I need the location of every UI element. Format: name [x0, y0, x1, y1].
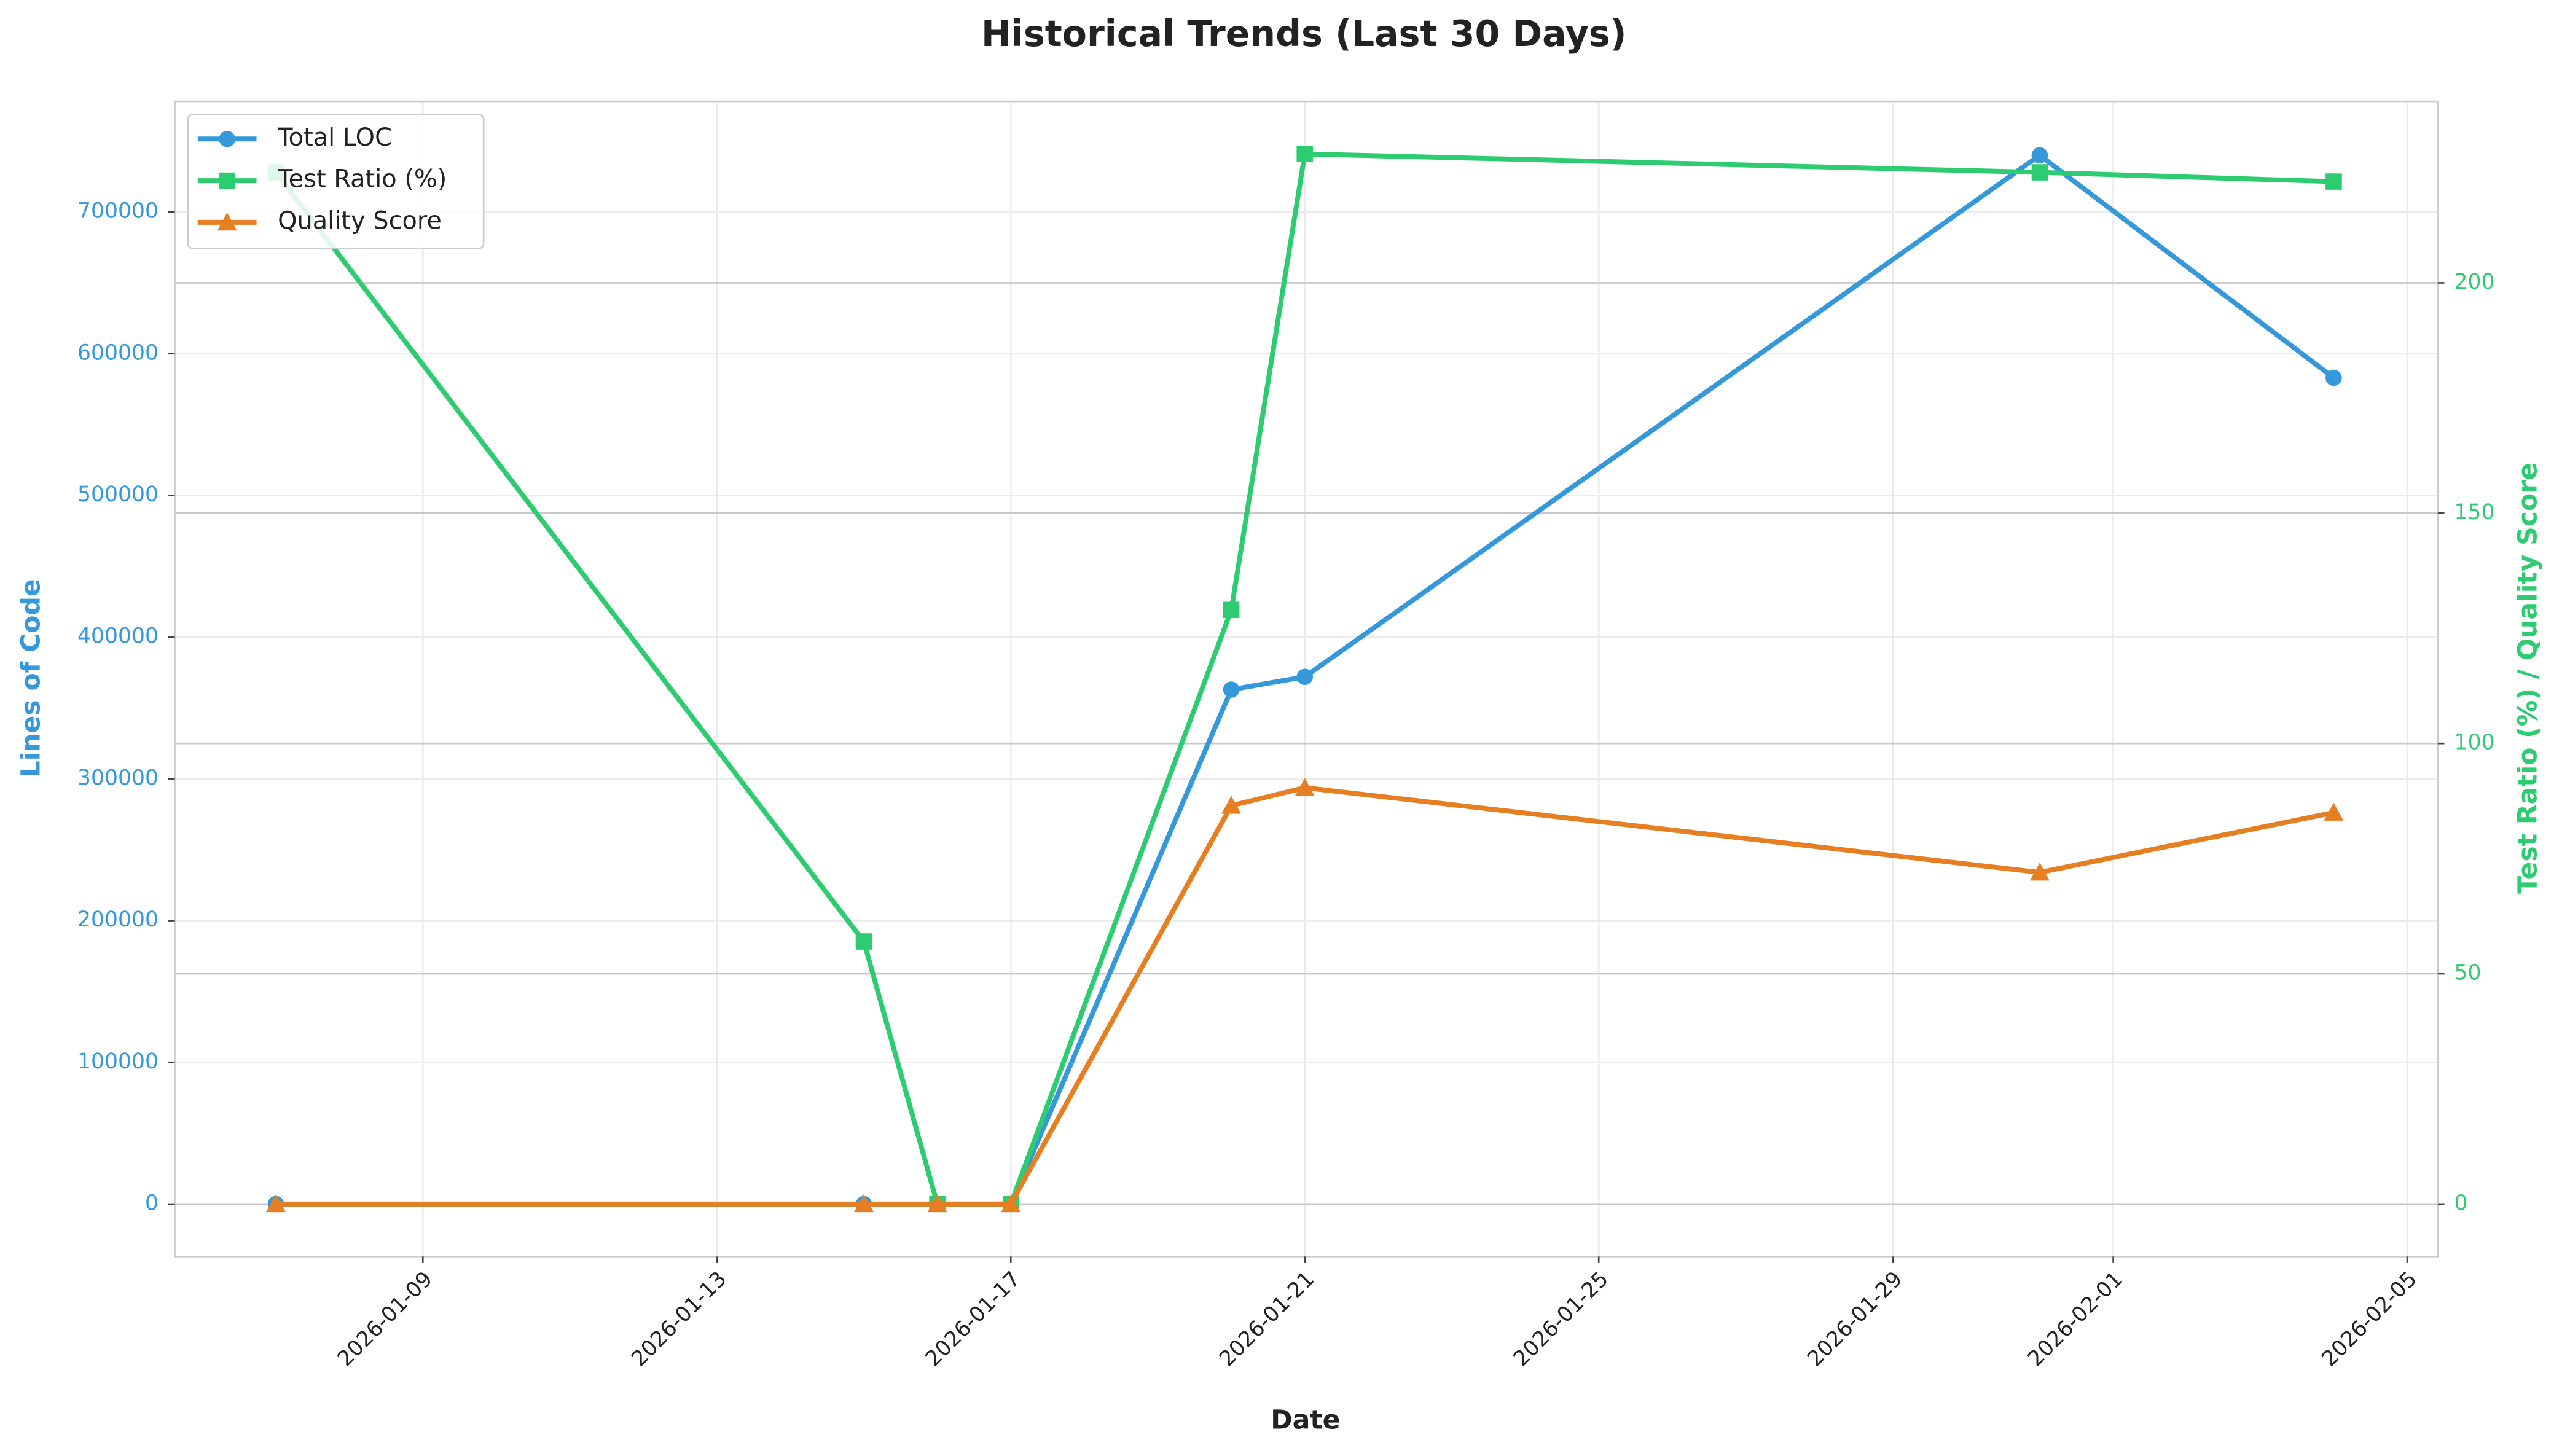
legend-marker — [219, 172, 235, 189]
legend-marker — [219, 130, 235, 147]
marker — [854, 1194, 874, 1213]
series-line — [273, 151, 2334, 1207]
legend-label: Test Ratio (%) — [277, 165, 447, 194]
y2-tick-label: 200 — [2454, 270, 2494, 294]
marker — [2029, 863, 2050, 881]
marker — [2031, 147, 2048, 164]
legend-label: Quality Score — [278, 206, 442, 235]
y-tick-label: 200000 — [77, 907, 159, 932]
plot-frame — [174, 100, 2439, 1258]
marker — [2325, 369, 2342, 386]
marker — [1221, 796, 1242, 814]
marker — [1296, 668, 1314, 686]
series-line — [276, 785, 2335, 1207]
marker — [1295, 778, 1315, 796]
marker — [1223, 681, 1240, 698]
marker — [2324, 802, 2344, 821]
y-tick-label: 700000 — [77, 199, 159, 224]
legend-box — [187, 114, 485, 249]
x-axis-label: Date — [1271, 1405, 1340, 1435]
y-tick-label: 300000 — [77, 765, 159, 790]
legend: Total LOC Test Ratio (%) Quality Score — [187, 114, 485, 249]
y2-tick-label: 100 — [2454, 730, 2494, 755]
marker — [2031, 164, 2048, 181]
y2-axis-label: Test Ratio (%) / Quality Score — [2513, 463, 2543, 894]
marker — [2325, 173, 2342, 190]
y-tick-label: 500000 — [77, 482, 159, 507]
marker — [1001, 1194, 1021, 1213]
legend-label: Total LOC — [277, 123, 392, 152]
y2-tick-label: 150 — [2454, 500, 2494, 525]
marker — [266, 1194, 286, 1213]
y-tick-label: 400000 — [77, 624, 159, 649]
marker — [927, 1194, 947, 1213]
y-tick-label: 600000 — [77, 340, 159, 365]
marker — [855, 933, 872, 950]
marker — [1223, 601, 1240, 619]
legend-marker — [217, 212, 237, 231]
y-tick-label: 100000 — [77, 1049, 159, 1074]
y-tick-label: 0 — [145, 1191, 159, 1215]
chart-title: Historical Trends (Last 30 Days) — [981, 13, 1627, 55]
y2-tick-label: 50 — [2454, 961, 2481, 985]
y2-tick-label: 0 — [2454, 1191, 2467, 1215]
y-axis-label: Lines of Code — [17, 579, 47, 777]
marker — [1296, 146, 1314, 162]
